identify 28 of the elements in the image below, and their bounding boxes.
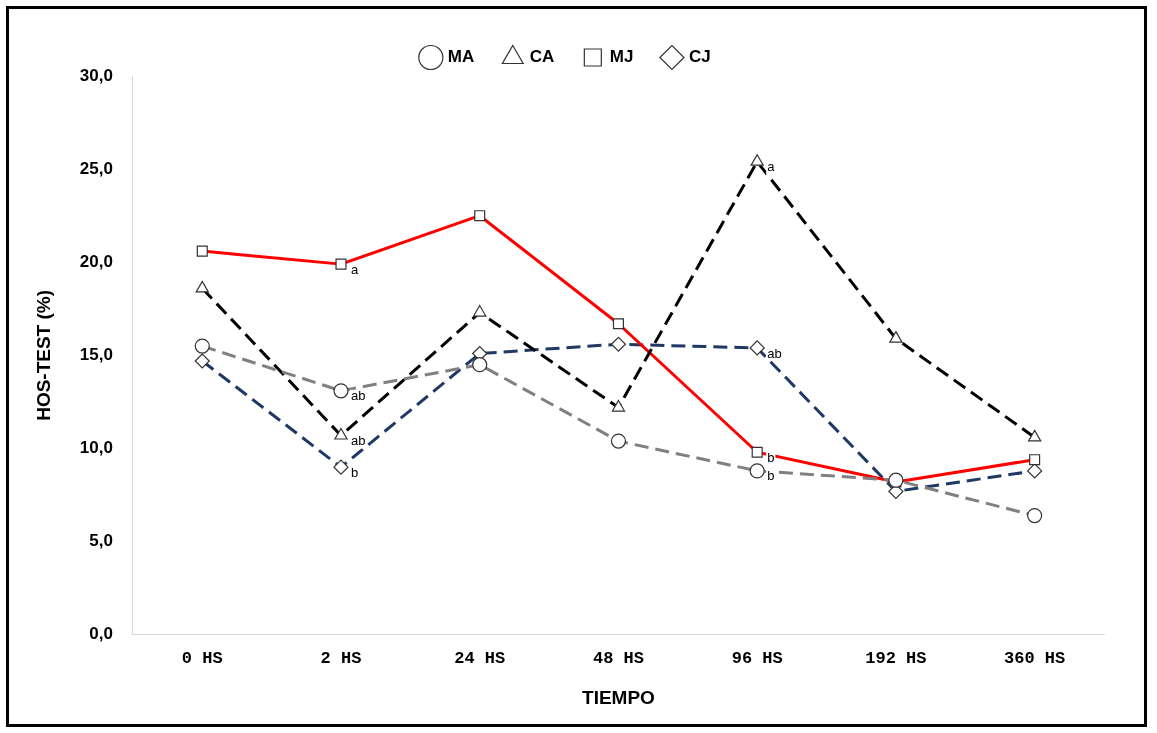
x-tick-label: 360 HS — [1004, 649, 1066, 669]
x-tick-label: 24 HS — [454, 649, 506, 669]
annotation: a — [767, 159, 776, 175]
x-tick-label: 48 HS — [592, 649, 644, 669]
annotation: b — [767, 468, 775, 484]
annotation: b — [350, 464, 359, 480]
y-tick-label: 20,0 — [79, 251, 113, 271]
annotation: b — [767, 449, 775, 465]
y-tick-label: 15,0 — [79, 345, 113, 365]
annotation: ab — [767, 345, 782, 361]
legend-label: MJ — [609, 47, 634, 67]
legend-label: MA — [447, 47, 475, 67]
x-tick-label: 192 HS — [865, 649, 927, 669]
y-tick-label: 5,0 — [89, 531, 113, 551]
legend-label: CA — [529, 47, 555, 67]
legend-label: CJ — [688, 47, 711, 67]
y-tick-label: 25,0 — [79, 158, 113, 178]
y-tick-label: 10,0 — [79, 438, 113, 458]
y-tick-label: 0,0 — [89, 624, 113, 644]
x-tick-label: 96 HS — [731, 649, 783, 669]
annotation: ab — [350, 388, 366, 404]
x-tick-label: 2 HS — [320, 649, 362, 669]
y-axis-title: HOS-TEST (%) — [32, 289, 54, 421]
y-tick-label: 30,0 — [79, 65, 113, 85]
x-tick-label: 0 HS — [181, 649, 223, 669]
annotation: ab — [350, 433, 366, 449]
x-axis-title: TIEMPO — [582, 686, 655, 708]
annotation: a — [350, 261, 359, 277]
